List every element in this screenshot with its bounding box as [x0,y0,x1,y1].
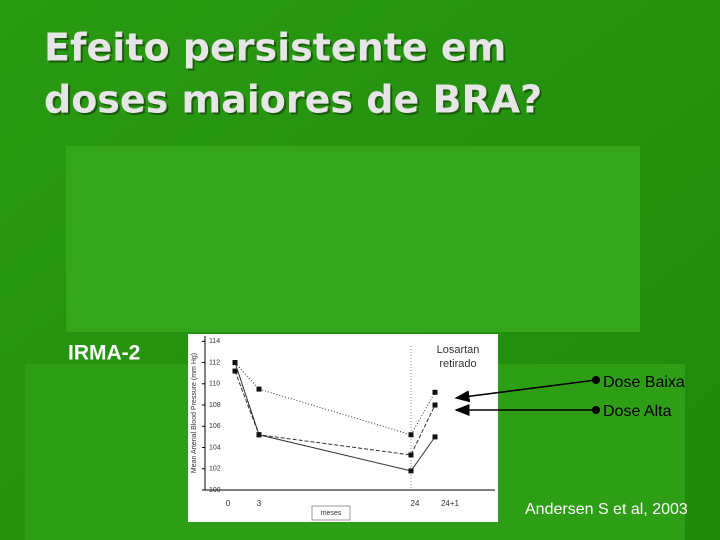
title: Efeito persistente em [44,26,506,70]
x-tick-label: 3 [257,499,262,508]
x-label-box [311,505,351,521]
data-point [256,432,262,438]
data-point [408,432,414,438]
data-point [432,434,438,440]
y-tick-label: 104 [209,444,221,451]
y-tick-label: 100 [209,487,221,494]
data-point [232,360,238,366]
legend-label: Dose Alta [603,403,672,420]
y-tick-label: 110 [209,381,220,388]
y-tick-label: 112 [209,359,220,366]
x-tick-label: 24+1 [441,499,460,508]
title-shadow: Efeito persistente em [46,28,508,72]
y-tick-label: 114 [209,338,220,345]
y-axis-label: Mean Arterial Blood Pressure (mm Hg) [191,353,198,473]
x-axis-label: meses [321,510,342,517]
series-line [234,370,436,456]
y-tick-label: 106 [209,423,221,430]
y-tick-label: 108 [209,402,221,409]
title: doses maiores de BRA? [44,78,542,122]
annotation: Losartan retirado [437,344,480,370]
data-point [408,468,414,474]
data-point [432,402,438,408]
study-label: IRMA-2 [68,342,140,365]
data-point [432,389,438,395]
citation: Andersen S et al, 2003 [525,501,688,518]
legend-label: Dose Baixa [603,374,685,391]
annotation-box [430,338,496,374]
x-tick-label: 0 [226,499,231,508]
x-tick-label: 24 [411,499,420,508]
chart: 100 102 104 106 108 110 112 114 0 3 24 24+1 Mean Art… [191,336,495,521]
arrow [454,379,597,403]
panel [66,146,640,332]
title-shadow: doses maiores de BRA? [46,80,544,124]
data-point [408,452,414,458]
data-point [232,368,238,374]
y-tick-label: 102 [209,466,221,473]
series-line [234,362,436,472]
data-point [256,386,262,392]
